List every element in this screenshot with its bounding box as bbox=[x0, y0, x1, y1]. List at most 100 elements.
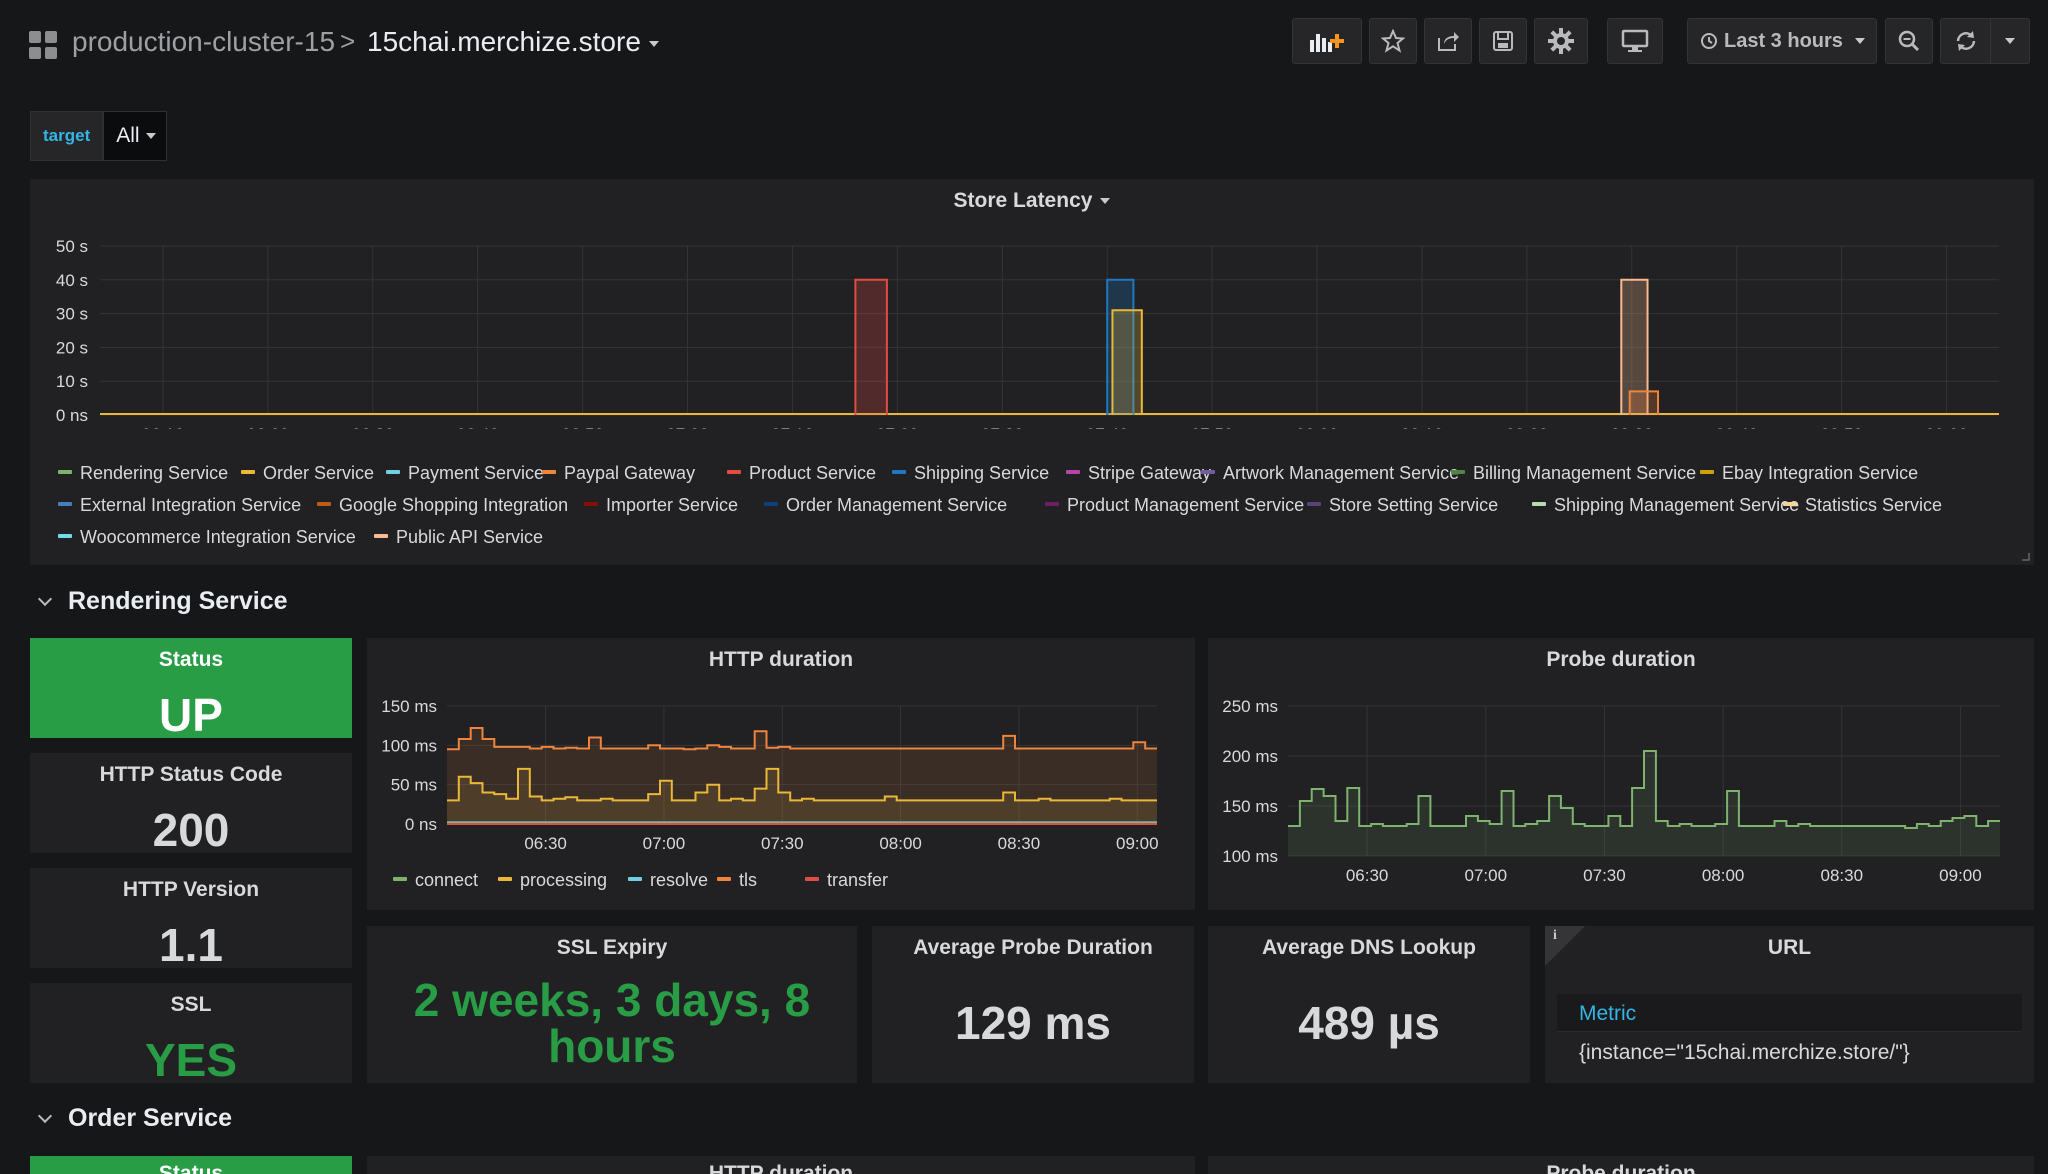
legend-item[interactable]: Importer Service bbox=[584, 495, 738, 516]
legend-item[interactable]: Payment Service bbox=[386, 463, 544, 484]
panel-title[interactable]: HTTP duration bbox=[708, 648, 854, 671]
x-tick-label: 09:00 bbox=[1939, 866, 1982, 885]
panel-title[interactable]: Status bbox=[158, 1162, 224, 1174]
x-tick-label: 09:00 bbox=[1925, 425, 1968, 429]
legend-item[interactable]: Shipping Service bbox=[892, 463, 1049, 484]
legend-item[interactable]: Order Service bbox=[241, 463, 374, 484]
resize-handle-icon[interactable] bbox=[2020, 551, 2030, 561]
legend-item[interactable]: resolve bbox=[628, 870, 708, 891]
x-tick-label: 07:40 bbox=[1086, 425, 1129, 429]
legend-item[interactable]: Billing Management Service bbox=[1451, 463, 1696, 484]
gear-icon bbox=[1548, 28, 1574, 54]
panel-title[interactable]: Average DNS Lookup bbox=[1262, 936, 1476, 959]
http-version-panel: HTTP Version 1.1 bbox=[30, 868, 352, 971]
legend-label: connect bbox=[415, 870, 479, 890]
legend-label: Rendering Service bbox=[80, 463, 229, 483]
legend-item[interactable]: External Integration Service bbox=[58, 495, 301, 516]
panel-title[interactable]: Probe duration bbox=[1546, 648, 1696, 671]
legend-label: Shipping Management Service bbox=[1554, 495, 1800, 515]
url-panel: i URL Metric {instance="15chai.merchize.… bbox=[1545, 926, 2034, 1083]
panel-title[interactable]: HTTP duration bbox=[708, 1162, 854, 1174]
series-area bbox=[1621, 279, 1648, 415]
legend-item[interactable]: Product Service bbox=[727, 463, 876, 484]
panel-title[interactable]: SSL Expiry bbox=[556, 936, 668, 959]
legend-label: transfer bbox=[827, 870, 889, 890]
order-status-panel: Status bbox=[30, 1156, 352, 1174]
legend-label: Order Service bbox=[263, 463, 375, 483]
panel-title[interactable]: Store Latency bbox=[30, 189, 2034, 213]
share-button[interactable] bbox=[1424, 18, 1472, 64]
legend-item[interactable]: Statistics Service bbox=[1783, 495, 1942, 516]
store-latency-chart[interactable]: 0 ns 10 s 20 s 30 s 40 s 50 s 06:10 06:20 06:30 0… bbox=[30, 179, 2034, 429]
ssl-panel: SSL YES bbox=[30, 983, 352, 1086]
settings-button[interactable] bbox=[1534, 18, 1588, 64]
legend-item[interactable]: Ebay Integration Service bbox=[1700, 463, 1918, 484]
legend-item[interactable]: Google Shopping Integration bbox=[317, 495, 568, 516]
legend-item[interactable]: Artwork Management Service bbox=[1201, 463, 1459, 484]
legend-item[interactable]: Stripe Gateway bbox=[1066, 463, 1211, 484]
dashboard-title[interactable]: 15chai.merchize.store bbox=[367, 26, 641, 57]
panel-title[interactable]: SSL bbox=[170, 993, 212, 1016]
y-tick-label: 50 s bbox=[56, 237, 88, 256]
save-button[interactable] bbox=[1479, 18, 1527, 64]
probe-duration-chart[interactable]: 100 ms 150 ms 200 ms 250 ms 06:30 07:00 07:30 0… bbox=[1208, 638, 2034, 910]
legend-item[interactable]: processing bbox=[498, 870, 607, 891]
add-panel-button[interactable] bbox=[1292, 18, 1362, 64]
breadcrumb-folder[interactable]: production-cluster-15 bbox=[72, 26, 336, 57]
panel-title[interactable]: Status bbox=[158, 648, 224, 671]
x-tick-label: 07:30 bbox=[981, 425, 1024, 429]
refresh-button[interactable] bbox=[1940, 18, 1990, 64]
legend-item[interactable]: transfer bbox=[805, 870, 888, 891]
y-tick-label: 10 s bbox=[56, 372, 88, 391]
y-tick-label: 250 ms bbox=[1222, 697, 1278, 716]
legend-item[interactable]: Paypal Gateway bbox=[542, 463, 695, 484]
series-area bbox=[1629, 391, 1659, 415]
legend-item[interactable]: Shipping Management Service bbox=[1532, 495, 1799, 516]
top-navbar: production-cluster-15 > 15chai.merchize.… bbox=[0, 0, 2048, 88]
x-tick-label: 08:30 bbox=[998, 834, 1041, 853]
info-icon[interactable]: i bbox=[1553, 928, 1557, 943]
legend-item[interactable]: Order Management Service bbox=[764, 495, 1007, 516]
legend-item[interactable]: Product Management Service bbox=[1045, 495, 1304, 516]
legend-item[interactable]: Public API Service bbox=[374, 527, 543, 548]
legend-item[interactable]: connect bbox=[393, 870, 478, 891]
tv-mode-button[interactable] bbox=[1607, 18, 1663, 64]
add-panel-icon bbox=[1310, 34, 1344, 52]
legend-swatch bbox=[727, 470, 741, 475]
panel-info-corner[interactable] bbox=[1545, 926, 1585, 966]
breadcrumb-dashboard[interactable]: 15chai.merchize.store bbox=[367, 26, 659, 58]
y-tick-label: 40 s bbox=[56, 271, 88, 290]
panel-title[interactable]: Probe duration bbox=[1546, 1162, 1696, 1174]
http-duration-chart[interactable]: 0 ns 50 ms 100 ms 150 ms 06:30 07:00 07:30 08:0… bbox=[367, 638, 1195, 858]
legend-item[interactable]: Woocommerce Integration Service bbox=[58, 527, 356, 548]
series-area bbox=[447, 768, 1157, 824]
variable-label-target: target bbox=[30, 111, 104, 161]
panel-title[interactable]: HTTP Version bbox=[122, 878, 260, 901]
x-tick-label: 07:00 bbox=[1465, 866, 1508, 885]
star-button[interactable] bbox=[1369, 18, 1417, 64]
series-line bbox=[1111, 309, 1143, 415]
series-area bbox=[855, 279, 887, 415]
refresh-interval-button[interactable] bbox=[1990, 18, 2030, 64]
legend-swatch bbox=[58, 470, 72, 475]
table-column-metric[interactable]: Metric bbox=[1579, 1002, 1637, 1025]
variable-select-target[interactable]: All bbox=[103, 111, 167, 161]
legend-label: Ebay Integration Service bbox=[1722, 463, 1919, 483]
panel-title[interactable]: HTTP Status Code bbox=[99, 763, 283, 786]
legend-item[interactable]: tls bbox=[717, 870, 757, 891]
time-picker-button[interactable]: Last 3 hours bbox=[1687, 18, 1877, 64]
http-duration-legend: connect processing resolve tls transfer bbox=[393, 870, 1173, 898]
legend-label: Public API Service bbox=[396, 527, 544, 547]
legend-label: Woocommerce Integration Service bbox=[80, 527, 356, 547]
row-header-order-service[interactable]: Order Service bbox=[37, 1104, 232, 1133]
http-status-code-panel: HTTP Status Code 200 bbox=[30, 753, 352, 856]
panel-title[interactable]: Average Probe Duration bbox=[913, 936, 1153, 959]
dashboards-grid-icon[interactable] bbox=[29, 31, 57, 59]
legend-item[interactable]: Rendering Service bbox=[58, 463, 228, 484]
legend-item[interactable]: Store Setting Service bbox=[1307, 495, 1498, 516]
panel-title[interactable]: URL bbox=[1767, 936, 1812, 959]
store-latency-panel: Store Latency 0 ns 10 s 20 s 30 s 40 s 50 s 06… bbox=[30, 179, 2034, 565]
row-header-rendering-service[interactable]: Rendering Service bbox=[37, 587, 288, 616]
zoom-out-button[interactable] bbox=[1885, 18, 1933, 64]
x-tick-label: 06:10 bbox=[142, 425, 185, 429]
